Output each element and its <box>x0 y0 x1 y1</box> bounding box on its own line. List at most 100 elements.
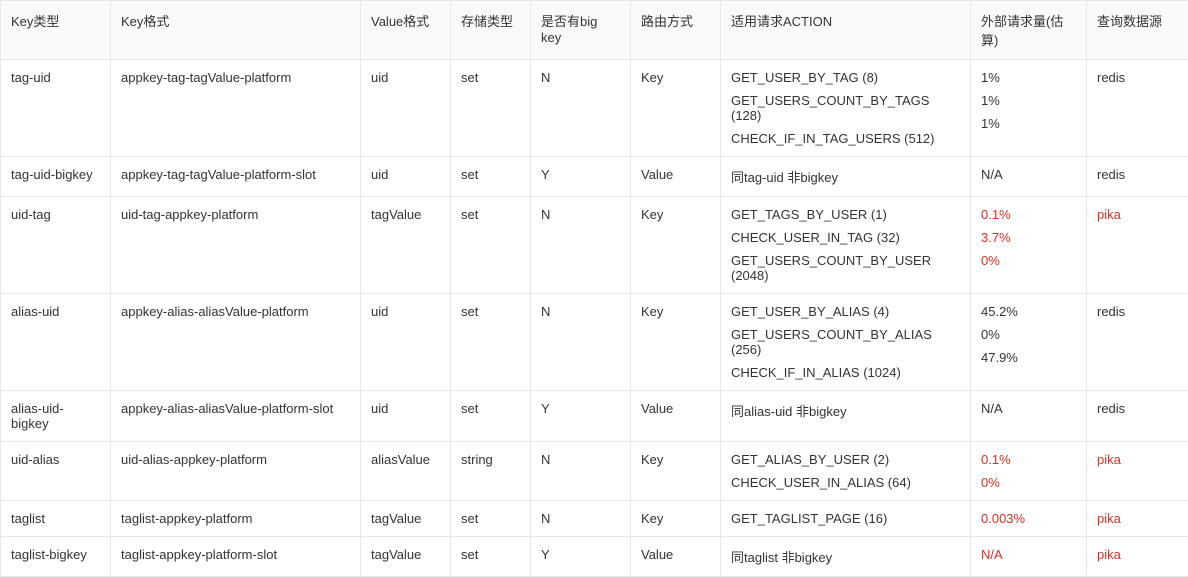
col-header-actions: 适用请求ACTION <box>721 1 971 60</box>
cell-ext_req-line: 1% <box>981 93 1076 108</box>
cell-ext_req-line: 1% <box>981 116 1076 131</box>
cell-ext_req-line: N/A <box>981 547 1076 562</box>
table-row: taglisttaglist-appkey-platformtagValuese… <box>1 501 1188 537</box>
cell-route: Value <box>631 537 721 577</box>
cell-datasource: pika <box>1087 442 1188 501</box>
cell-key_format: appkey-tag-tagValue-platform-slot <box>111 157 361 197</box>
col-header-value_format: Value格式 <box>361 1 451 60</box>
cell-value_format: uid <box>361 391 451 442</box>
table-row: taglist-bigkeytaglist-appkey-platform-sl… <box>1 537 1188 577</box>
table-row: tag-uid-bigkeyappkey-tag-tagValue-platfo… <box>1 157 1188 197</box>
col-header-store_type: 存储类型 <box>451 1 531 60</box>
cell-actions-line: GET_USERS_COUNT_BY_USER (2048) <box>731 253 960 283</box>
cell-actions-line: GET_ALIAS_BY_USER (2) <box>731 452 960 467</box>
col-header-ext_req: 外部请求量(估算) <box>971 1 1087 60</box>
cell-is_bigkey: N <box>531 197 631 294</box>
cell-store_type: set <box>451 60 531 157</box>
cell-route: Key <box>631 294 721 391</box>
cell-ext_req-line: 0% <box>981 253 1076 268</box>
cell-ext_req-line: 1% <box>981 70 1076 85</box>
table-row: tag-uidappkey-tag-tagValue-platformuidse… <box>1 60 1188 157</box>
cell-datasource: redis <box>1087 157 1188 197</box>
col-header-key_type: Key类型 <box>1 1 111 60</box>
cell-ext_req-line: 3.7% <box>981 230 1076 245</box>
cell-actions: 同alias-uid 非bigkey <box>721 391 971 442</box>
cell-actions-line: 同alias-uid 非bigkey <box>731 401 960 420</box>
cell-datasource: redis <box>1087 294 1188 391</box>
cell-ext_req-line: 0.003% <box>981 511 1076 526</box>
cell-value_format: uid <box>361 157 451 197</box>
col-header-datasource: 查询数据源 <box>1087 1 1188 60</box>
cell-key_format: uid-tag-appkey-platform <box>111 197 361 294</box>
cell-ext_req-line: 47.9% <box>981 350 1076 365</box>
table-header-row: Key类型Key格式Value格式存储类型是否有big key路由方式适用请求A… <box>1 1 1188 60</box>
cell-datasource: pika <box>1087 537 1188 577</box>
cell-is_bigkey: Y <box>531 391 631 442</box>
cell-ext_req: N/A <box>971 391 1087 442</box>
cell-ext_req: 1% 1% 1% <box>971 60 1087 157</box>
cell-route: Value <box>631 391 721 442</box>
cell-ext_req-line: N/A <box>981 401 1076 416</box>
cell-key_format: appkey-alias-aliasValue-platform-slot <box>111 391 361 442</box>
cell-ext_req: N/A <box>971 157 1087 197</box>
cell-actions-line: CHECK_USER_IN_ALIAS (64) <box>731 475 960 490</box>
cell-store_type: set <box>451 537 531 577</box>
cell-actions-line: CHECK_USER_IN_TAG (32) <box>731 230 960 245</box>
cell-key_type: taglist-bigkey <box>1 537 111 577</box>
cell-actions-line: 同taglist 非bigkey <box>731 547 960 566</box>
cell-datasource: pika <box>1087 197 1188 294</box>
cell-value_format: aliasValue <box>361 442 451 501</box>
cell-ext_req-line: 0% <box>981 327 1076 342</box>
cell-actions: GET_TAGS_BY_USER (1) CHECK_USER_IN_TAG (3… <box>721 197 971 294</box>
cell-is_bigkey: N <box>531 501 631 537</box>
cell-actions-line: GET_USERS_COUNT_BY_ALIAS (256) <box>731 327 960 357</box>
cell-actions-line: CHECK_IF_IN_TAG_USERS (512) <box>731 131 960 146</box>
cell-actions-line: GET_USERS_COUNT_BY_TAGS (128) <box>731 93 960 123</box>
cell-key_type: alias-uid <box>1 294 111 391</box>
table-row: alias-uidappkey-alias-aliasValue-platfor… <box>1 294 1188 391</box>
cell-ext_req-line: 0.1% <box>981 207 1076 222</box>
cell-actions: 同taglist 非bigkey <box>721 537 971 577</box>
cell-key_format: appkey-alias-aliasValue-platform <box>111 294 361 391</box>
cell-key_type: uid-alias <box>1 442 111 501</box>
cell-store_type: set <box>451 501 531 537</box>
cell-value_format: tagValue <box>361 501 451 537</box>
cell-ext_req: 0.1%0% <box>971 442 1087 501</box>
cell-route: Key <box>631 60 721 157</box>
cell-ext_req: N/A <box>971 537 1087 577</box>
cell-key_type: uid-tag <box>1 197 111 294</box>
table-row: uid-aliasuid-alias-appkey-platformaliasV… <box>1 442 1188 501</box>
cell-key_format: taglist-appkey-platform-slot <box>111 537 361 577</box>
cell-ext_req: 45.2%0%47.9% <box>971 294 1087 391</box>
cell-actions-line: GET_USER_BY_ALIAS (4) <box>731 304 960 319</box>
cell-ext_req-line: 0% <box>981 475 1076 490</box>
cell-actions-line: GET_TAGLIST_PAGE (16) <box>731 511 960 526</box>
cell-route: Key <box>631 197 721 294</box>
cell-store_type: set <box>451 157 531 197</box>
cell-key_format: appkey-tag-tagValue-platform <box>111 60 361 157</box>
key-spec-table: Key类型Key格式Value格式存储类型是否有big key路由方式适用请求A… <box>0 0 1188 577</box>
col-header-route: 路由方式 <box>631 1 721 60</box>
cell-actions: GET_USER_BY_ALIAS (4) GET_USERS_COUNT_BY_… <box>721 294 971 391</box>
cell-store_type: set <box>451 391 531 442</box>
cell-actions: GET_USER_BY_TAG (8)GET_USERS_COUNT_BY_TA… <box>721 60 971 157</box>
cell-route: Key <box>631 501 721 537</box>
cell-key_format: taglist-appkey-platform <box>111 501 361 537</box>
cell-store_type: set <box>451 197 531 294</box>
table-row: alias-uid-bigkeyappkey-alias-aliasValue-… <box>1 391 1188 442</box>
cell-value_format: uid <box>361 60 451 157</box>
cell-key_type: tag-uid-bigkey <box>1 157 111 197</box>
cell-actions: GET_ALIAS_BY_USER (2) CHECK_USER_IN_ALIAS… <box>721 442 971 501</box>
col-header-is_bigkey: 是否有big key <box>531 1 631 60</box>
cell-datasource: redis <box>1087 391 1188 442</box>
cell-actions-line: GET_TAGS_BY_USER (1) <box>731 207 960 222</box>
cell-actions: 同tag-uid 非bigkey <box>721 157 971 197</box>
cell-actions-line: 同tag-uid 非bigkey <box>731 167 960 186</box>
cell-is_bigkey: N <box>531 442 631 501</box>
cell-store_type: string <box>451 442 531 501</box>
cell-value_format: tagValue <box>361 197 451 294</box>
cell-key_type: taglist <box>1 501 111 537</box>
cell-route: Key <box>631 442 721 501</box>
cell-ext_req: 0.003% <box>971 501 1087 537</box>
cell-key_type: tag-uid <box>1 60 111 157</box>
